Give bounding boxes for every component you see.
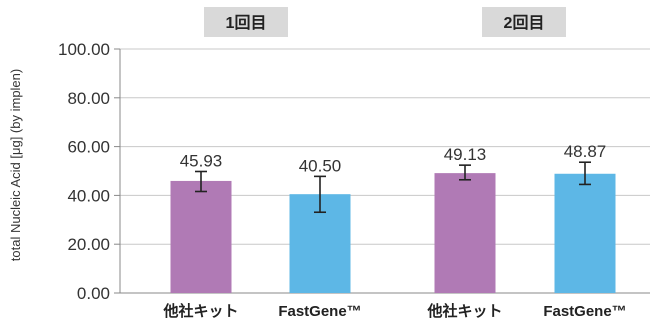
category-label: FastGene™	[543, 303, 626, 320]
x-axis-categories: 他社キット FastGene™ 他社キット FastGene™	[162, 302, 626, 320]
group-header-box	[204, 7, 288, 37]
y-axis-label: total Nucleic Acid [μg] (by implen)	[8, 69, 23, 261]
bar	[554, 173, 616, 293]
bar	[170, 180, 232, 293]
y-axis-ticks: 0.00 20.00 40.00 60.00 80.00 100.00	[58, 40, 110, 303]
y-tick-label: 100.00	[58, 40, 110, 59]
y-tick-label: 60.00	[67, 138, 110, 157]
y-tick-label: 0.00	[77, 284, 110, 303]
group-headers: 1回目 2回目	[204, 7, 566, 37]
category-label: FastGene™	[278, 303, 361, 320]
data-label: 49.13	[444, 145, 487, 164]
y-tick-label: 40.00	[67, 186, 110, 205]
group-header-label: 2回目	[504, 14, 545, 32]
bar	[434, 173, 496, 293]
category-label: 他社キット	[426, 302, 502, 320]
error-bars	[195, 161, 591, 214]
y-tick-label: 20.00	[67, 235, 110, 254]
group-header-label: 1回目	[226, 14, 267, 32]
data-label: 40.50	[299, 156, 342, 175]
data-label: 48.87	[564, 142, 607, 161]
bars	[170, 173, 616, 293]
category-label: 他社キット	[162, 302, 238, 320]
data-labels: 45.93 40.50 49.13 48.87	[180, 142, 607, 175]
group-header-box	[482, 7, 566, 37]
data-label: 45.93	[180, 151, 223, 170]
y-tick-label: 80.00	[67, 89, 110, 108]
